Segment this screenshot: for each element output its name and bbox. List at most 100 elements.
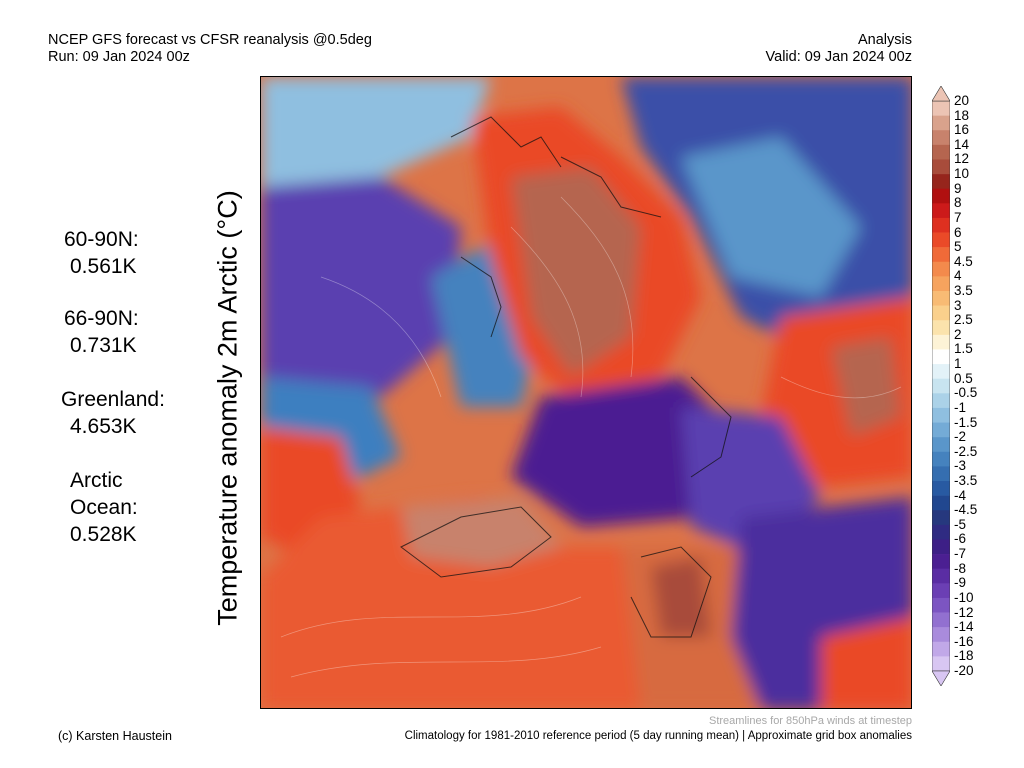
- streamline-3: [510, 226, 584, 398]
- colorbar-tick-label: 10: [954, 166, 970, 182]
- stat-ocean-label: Ocean:: [70, 496, 138, 519]
- colorbar-cell: [932, 451, 950, 467]
- colorbar-cell: [932, 320, 950, 336]
- colorbar-tick-label: -20: [954, 663, 974, 678]
- coastline-3: [460, 256, 502, 338]
- colorbar-cell: [932, 656, 950, 672]
- colorbar-tick-label: -4.5: [954, 502, 978, 518]
- corner-warm: [821, 617, 911, 708]
- colorbar-cell: [932, 159, 950, 175]
- colorbar-cell: [932, 510, 950, 526]
- colorbar-cell: [932, 291, 950, 306]
- analysis-label: Analysis: [858, 32, 912, 48]
- siberia-cold-west: [261, 177, 461, 397]
- colorbar-tick-label: -14: [954, 619, 974, 635]
- colorbar-tick-label: -10: [954, 589, 974, 605]
- colorbar-tick-label: 0.5: [954, 370, 973, 386]
- colorbar-tick-label: 6: [954, 224, 962, 240]
- colorbar-cell: [932, 554, 950, 569]
- scandinavia-warm-core: [651, 557, 711, 637]
- streamline-1: [280, 596, 582, 638]
- colorbar-cell: [932, 188, 950, 204]
- colorbar-cell: [932, 232, 950, 248]
- streamline-2: [290, 646, 602, 678]
- streamlines-note: Streamlines for 850hPa winds at timestep: [709, 715, 912, 727]
- colorbar-tick-label: -1: [954, 399, 967, 415]
- credit: (c) Karsten Haustein: [58, 729, 172, 743]
- colorbar-tick-label: -16: [954, 633, 974, 649]
- stat-arctic-ocean-value: 0.528K: [70, 523, 137, 546]
- colorbar-cells: [932, 100, 950, 672]
- colorbar-tick-label: 4: [954, 268, 962, 284]
- colorbar-cell: [932, 174, 950, 189]
- colorbar-tick-label: 8: [954, 195, 962, 211]
- colorbar-cell: [932, 524, 950, 540]
- colorbar-tick-label: -2.5: [954, 443, 978, 459]
- coastline-greenland: [400, 506, 552, 578]
- colorbar-cell: [932, 539, 950, 555]
- colorbar-cell: [932, 378, 950, 394]
- anomaly-map-svg: [261, 77, 911, 708]
- colorbar-tick-label: 3: [954, 297, 962, 313]
- colorbar-cell: [932, 247, 950, 263]
- colorbar-cell: [932, 641, 950, 657]
- colorbar-cell: [932, 583, 950, 599]
- colorbar-tick-label: 2.5: [954, 312, 973, 328]
- streamline-4: [560, 196, 634, 378]
- alaska-warm-core: [511, 167, 641, 377]
- colorbar-cell: [932, 597, 950, 613]
- colorbar-cell: [932, 261, 950, 277]
- colorbar-cell: [932, 305, 950, 321]
- stat-60-90n-label: 60-90N:: [64, 228, 139, 251]
- colorbar-cell: [932, 334, 950, 350]
- colorbar-tick-label: 1: [954, 356, 962, 372]
- colorbar-tick-label: 14: [954, 136, 970, 152]
- colorbar-tick-label: -2: [954, 429, 967, 445]
- colorbar-tick-label: -3: [954, 458, 967, 474]
- coastlines: [400, 116, 732, 638]
- stat-66-90n-value: 0.731K: [70, 334, 137, 357]
- climatology-note: Climatology for 1981-2010 reference peri…: [404, 730, 912, 742]
- colorbar-tick-label: -3.5: [954, 473, 978, 488]
- colorbar-cell: [932, 393, 950, 409]
- colorbar-tick-label: -4: [954, 487, 967, 503]
- stat-60-90n-value: 0.561K: [70, 255, 137, 278]
- colorbar-cell: [932, 349, 950, 365]
- map-title: NCEP GFS forecast vs CFSR reanalysis @0.…: [48, 32, 372, 48]
- colorbar-cell: [932, 568, 950, 584]
- streamlines: [280, 196, 902, 678]
- colorbar-tick-label: -7: [954, 546, 967, 562]
- colorbar-cell: [932, 422, 950, 438]
- streamline-5: [780, 376, 902, 399]
- stat-66-90n-label: 66-90N:: [64, 307, 139, 330]
- colorbar-tick-label: -1.5: [954, 414, 978, 430]
- colorbar-cell: [932, 115, 950, 131]
- greenland-warm-core: [401, 497, 561, 567]
- east-warm-core: [831, 337, 901, 437]
- valid-time: Valid: 09 Jan 2024 00z: [765, 49, 912, 65]
- colorbar-tick-label: 1.5: [954, 341, 973, 357]
- colorbar-tick-label: -8: [954, 560, 967, 576]
- colorbar-cell: [932, 203, 950, 219]
- coastline-4: [690, 376, 732, 478]
- colorbar-tick-label: -5: [954, 516, 967, 532]
- colorbar-tick-label: 16: [954, 122, 970, 138]
- y-axis-title: Temperature anomaly 2m Arctic (°C): [212, 190, 243, 626]
- colorbar-cell: [932, 144, 950, 160]
- colorbar-cell: [932, 364, 950, 379]
- colorbar-cell: [932, 101, 950, 116]
- stat-greenland-label: Greenland:: [61, 388, 165, 411]
- colorbar-tick-label: 2: [954, 326, 962, 342]
- anomaly-map: [260, 76, 912, 709]
- colorbar-cell: [932, 495, 950, 511]
- colorbar-cell: [932, 437, 950, 453]
- colorbar-over-arrow: [932, 86, 950, 102]
- colorbar-cell: [932, 481, 950, 496]
- colorbar-tick-label: 12: [954, 151, 970, 167]
- colorbar-tick-label: -0.5: [954, 385, 978, 401]
- coastline-1: [450, 116, 562, 168]
- colorbar-tick-label: -18: [954, 648, 974, 664]
- colorbar: [932, 86, 950, 686]
- colorbar-cell: [932, 407, 950, 423]
- colorbar-tick-label: 20: [954, 93, 970, 108]
